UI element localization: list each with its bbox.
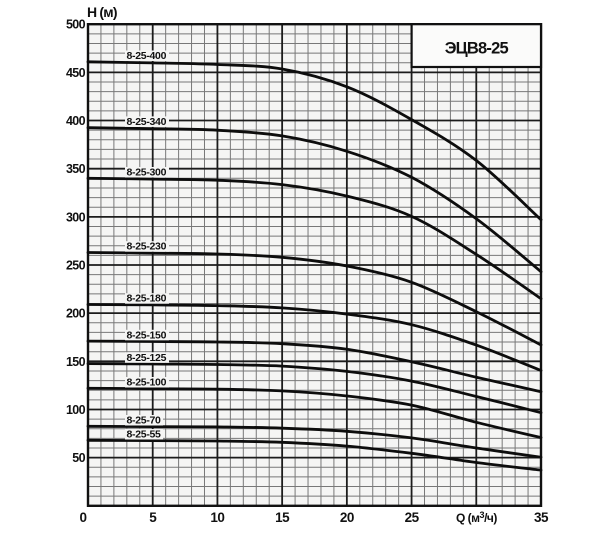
svg-text:8-25-150: 8-25-150 [127, 329, 167, 341]
svg-text:450: 450 [66, 66, 86, 80]
svg-text:8-25-230: 8-25-230 [127, 241, 167, 253]
svg-text:25: 25 [405, 510, 420, 525]
svg-text:500: 500 [66, 18, 86, 32]
svg-text:8-25-125: 8-25-125 [127, 352, 167, 364]
svg-text:ЭЦВ8-25: ЭЦВ8-25 [445, 40, 509, 58]
svg-text:20: 20 [340, 510, 354, 525]
svg-text:50: 50 [72, 451, 85, 465]
svg-text:8-25-300: 8-25-300 [127, 167, 167, 179]
svg-text:8-25-400: 8-25-400 [127, 50, 167, 62]
svg-text:Q (м3/ч): Q (м3/ч) [456, 510, 497, 525]
svg-text:5: 5 [149, 510, 157, 525]
svg-text:150: 150 [66, 355, 86, 369]
svg-text:35: 35 [534, 510, 549, 525]
svg-text:8-25-100: 8-25-100 [127, 377, 167, 389]
svg-text:H (м): H (м) [87, 4, 117, 20]
svg-text:350: 350 [66, 162, 86, 176]
svg-text:250: 250 [66, 259, 86, 273]
svg-text:8-25-180: 8-25-180 [127, 293, 167, 305]
svg-text:8-25-340: 8-25-340 [127, 116, 167, 128]
svg-text:300: 300 [66, 210, 86, 224]
svg-text:100: 100 [66, 403, 86, 417]
svg-text:0: 0 [79, 510, 86, 525]
svg-text:8-25-55: 8-25-55 [127, 429, 162, 441]
svg-text:15: 15 [275, 510, 290, 525]
svg-text:200: 200 [66, 307, 86, 321]
svg-text:400: 400 [66, 114, 86, 128]
svg-text:10: 10 [210, 510, 224, 525]
svg-text:8-25-70: 8-25-70 [127, 415, 162, 427]
